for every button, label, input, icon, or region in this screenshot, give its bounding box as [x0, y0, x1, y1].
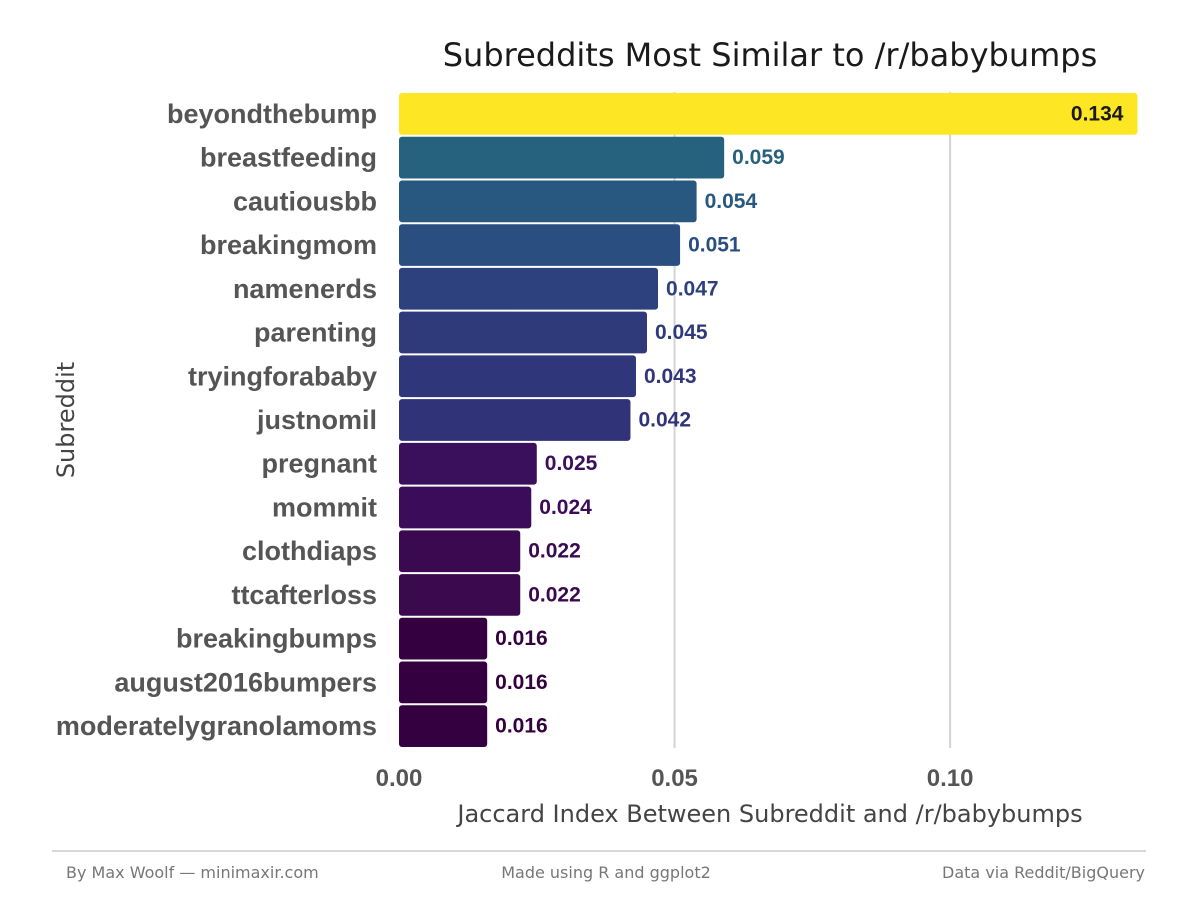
chart-title: Subreddits Most Similar to /r/babybumps: [443, 36, 1098, 74]
category-label-beyondthebump: beyondthebump: [167, 99, 377, 129]
footer-author: By Max Woolf — minimaxir.com: [66, 863, 319, 882]
bar-namenerds: [399, 267, 659, 310]
value-label-parenting: 0.045: [655, 321, 708, 344]
bar-ttcafterloss: [399, 574, 521, 616]
value-labels: 0.134 0.059 0.054 0.051 0.047 0.045 0.043 0.042…: [495, 102, 1124, 737]
y-axis-title: Subreddit: [52, 362, 80, 478]
x-tick-0.10: 0.10: [927, 765, 974, 792]
value-label-clothdiaps: 0.022: [528, 540, 581, 563]
category-label-parenting: parenting: [254, 318, 377, 348]
value-label-justnomil: 0.042: [638, 409, 691, 432]
bar-mommit: [399, 486, 532, 529]
value-label-mommit: 0.024: [539, 496, 592, 519]
category-label-pregnant: pregnant: [261, 449, 377, 479]
value-label-tryingforababy: 0.043: [644, 365, 697, 388]
bar-cautiousbb: [399, 180, 697, 223]
category-label-moderatelygranolamoms: moderatelygranolamoms: [56, 711, 377, 741]
bar-breakingbumps: [399, 617, 488, 660]
bar-clothdiaps: [399, 530, 521, 573]
bar-pregnant: [399, 442, 537, 485]
category-label-clothdiaps: clothdiaps: [242, 536, 377, 566]
category-label-cautiousbb: cautiousbb: [233, 186, 377, 216]
bar-parenting: [399, 311, 647, 354]
bars: [399, 93, 1138, 747]
category-label-namenerds: namenerds: [233, 274, 377, 304]
category-label-breakingbumps: breakingbumps: [176, 624, 377, 654]
bar-august2016bumpers: [399, 661, 488, 704]
value-label-moderatelygranolamoms: 0.016: [495, 715, 548, 738]
category-label-breastfeeding: breastfeeding: [200, 143, 377, 173]
x-tick-0.00: 0.00: [376, 765, 423, 792]
category-label-ttcafterloss: ttcafterloss: [231, 580, 377, 610]
value-label-breastfeeding: 0.059: [732, 146, 785, 169]
bar-breastfeeding: [399, 136, 725, 179]
value-label-namenerds: 0.047: [666, 277, 719, 300]
x-tick-0.05: 0.05: [651, 765, 698, 792]
value-label-pregnant: 0.025: [545, 452, 598, 475]
category-label-mommit: mommit: [272, 492, 377, 522]
category-label-tryingforababy: tryingforababy: [188, 361, 377, 391]
value-label-ttcafterloss: 0.022: [528, 583, 581, 606]
footer-tools: Made using R and ggplot2: [501, 863, 711, 882]
value-label-august2016bumpers: 0.016: [495, 671, 548, 694]
x-tick-labels: 0.00 0.05 0.10: [376, 765, 974, 792]
category-label-august2016bumpers: august2016bumpers: [114, 667, 377, 697]
footer-source: Data via Reddit/BigQuery: [942, 863, 1145, 882]
category-label-justnomil: justnomil: [256, 405, 377, 435]
bar-justnomil: [399, 399, 631, 441]
x-axis-title: Jaccard Index Between Subreddit and /r/b…: [455, 800, 1082, 828]
category-labels: beyondthebump breastfeeding cautiousbb brea…: [56, 99, 377, 741]
bar-breakingmom: [399, 224, 681, 266]
bar-beyondthebump: [399, 93, 1138, 135]
category-label-breakingmom: breakingmom: [200, 230, 377, 260]
bar-moderatelygranolamoms: [399, 705, 488, 747]
bar-tryingforababy: [399, 355, 636, 398]
value-label-beyondthebump: 0.134: [1071, 102, 1124, 125]
value-label-breakingbumps: 0.016: [495, 627, 548, 650]
value-label-cautiousbb: 0.054: [705, 190, 758, 213]
value-label-breakingmom: 0.051: [688, 234, 741, 257]
